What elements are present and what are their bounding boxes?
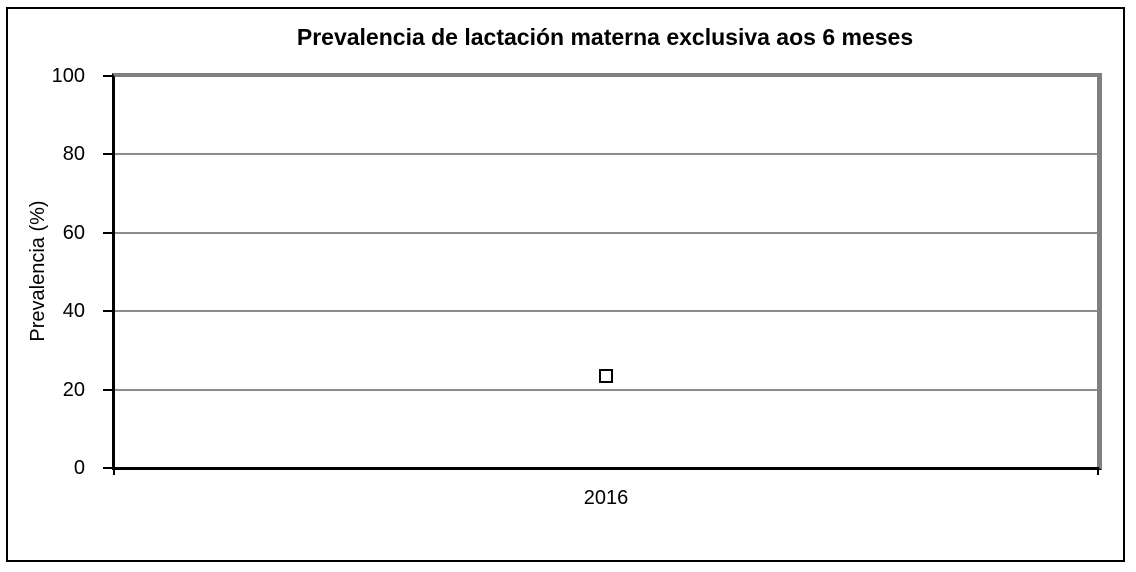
data-point-marker [599,368,613,383]
x-axis-tick [1097,467,1099,475]
y-axis-tick [103,153,113,156]
y-axis-tick [103,231,113,234]
x-tick-label: 2016 [583,487,629,509]
y-tick-label: 0 [73,457,85,479]
x-axis-tick [113,467,115,475]
y-tick-label: 80 [62,143,85,166]
y-axis-tick [103,467,113,469]
chart-title: Prevalencia de lactación materna exclusi… [296,24,914,50]
y-axis-tick [103,310,113,313]
y-axis-tick [103,75,113,77]
gridline [115,231,1097,234]
y-tick-label: 20 [62,378,85,401]
gridline [115,310,1097,313]
y-tick-label: 100 [51,65,85,87]
y-axis-title: Prevalencia (%) [27,200,49,342]
y-tick-label: 40 [62,300,85,323]
y-tick-label: 60 [62,221,85,244]
gridline [115,153,1097,156]
plot-area [112,73,1102,470]
gridline [115,388,1097,391]
y-axis-tick [103,388,113,391]
figure-border [6,7,1125,562]
